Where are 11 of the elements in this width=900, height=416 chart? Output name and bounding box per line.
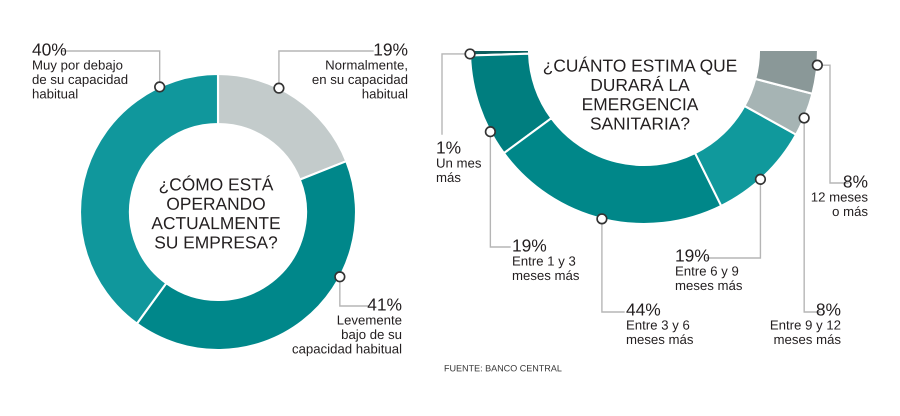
- data-label: 8%: [816, 303, 840, 316]
- slice-label: Levemente bajo de su capacidad habitual: [292, 315, 402, 356]
- data-label: 41%: [368, 298, 402, 311]
- source-note: FUENTE: BANCO CENTRAL: [444, 365, 562, 372]
- data-label: 8%: [844, 175, 868, 188]
- slice-label: Muy por debajo de su capacidad habitual: [32, 60, 128, 98]
- slice-label: Entre 9 y 12 meses más: [770, 320, 841, 344]
- data-label: 40%: [32, 43, 66, 56]
- slice-label: Entre 3 y 6 meses más: [626, 320, 693, 344]
- data-label: 44%: [626, 303, 660, 316]
- slice-label: 12 meses o más: [812, 192, 868, 216]
